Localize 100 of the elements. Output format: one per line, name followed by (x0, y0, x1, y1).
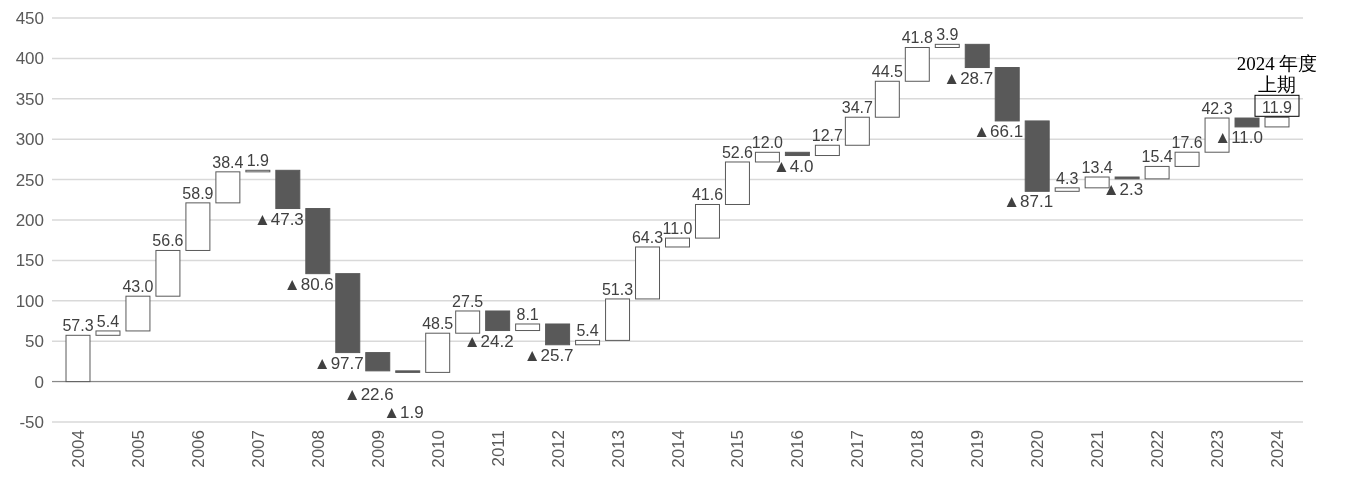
data-label: 1.9 (246, 152, 270, 170)
data-label: ▲11.0 (1214, 127, 1264, 147)
data-label: 12.0 (751, 134, 784, 152)
bar (365, 352, 391, 372)
y-tick-label: 300 (15, 130, 44, 150)
data-label: 56.6 (152, 232, 184, 250)
bar (994, 67, 1020, 122)
x-tick-label: 2004 (69, 430, 88, 468)
bar (215, 171, 241, 204)
data-label: 5.4 (576, 322, 599, 340)
x-tick-label: 2013 (608, 430, 628, 468)
bar (1054, 187, 1080, 192)
bar (784, 151, 810, 157)
data-label: ▲22.6 (343, 384, 394, 404)
bar (635, 246, 661, 300)
data-label: 3.9 (936, 26, 959, 44)
data-label: 41.6 (691, 186, 724, 204)
data-label: ▲1.9 (383, 402, 424, 422)
bar (904, 46, 930, 82)
x-tick-label: 2016 (788, 430, 808, 468)
data-label: 58.9 (182, 184, 214, 202)
bar (694, 203, 720, 239)
y-tick-label: 450 (15, 8, 44, 28)
x-tick-label: 2024 (1268, 430, 1287, 468)
bar (605, 298, 631, 341)
data-label: 15.4 (1141, 148, 1173, 166)
bar (275, 169, 301, 210)
data-label: 43.0 (122, 278, 154, 296)
y-tick-label: 50 (25, 332, 44, 352)
y-tick-label: 400 (15, 49, 44, 69)
annotation: 2024 年度上期 (1236, 53, 1318, 96)
bar (155, 249, 181, 297)
data-label: ▲25.7 (523, 345, 574, 365)
bar (874, 80, 900, 118)
bar (425, 332, 451, 373)
y-tick-label: 200 (15, 210, 44, 230)
x-tick-label: 2019 (968, 430, 988, 468)
data-label: 17.6 (1171, 134, 1203, 152)
bar (1174, 151, 1200, 167)
x-tick-label: 2015 (728, 430, 748, 468)
data-label: 4.3 (1056, 169, 1079, 187)
bar (844, 116, 870, 146)
bar (724, 161, 750, 205)
x-tick-label: 2007 (248, 430, 268, 468)
bar (814, 144, 840, 157)
bar (125, 295, 151, 332)
bar (964, 43, 990, 69)
x-tick-label: 2009 (368, 430, 388, 468)
data-label: ▲28.7 (943, 68, 994, 88)
data-label: 8.1 (516, 305, 539, 323)
data-label: ▲97.7 (313, 353, 364, 373)
data-label: ▲4.0 (772, 156, 814, 176)
bar (575, 339, 601, 346)
bar (1024, 120, 1050, 192)
y-tick-label: 350 (15, 89, 44, 109)
x-tick-label: 2020 (1028, 430, 1048, 468)
bar (515, 323, 541, 332)
bar (1264, 116, 1290, 128)
bar (934, 43, 960, 48)
y-tick-label: 100 (15, 291, 44, 311)
bar (665, 237, 690, 248)
x-tick-label: 2011 (488, 430, 508, 467)
data-label: 27.5 (452, 292, 484, 310)
x-tick-label: 2008 (308, 430, 328, 468)
data-label: 41.8 (901, 29, 933, 47)
x-tick-label: 2010 (428, 430, 448, 468)
data-label: 38.4 (212, 153, 244, 171)
data-label: 48.5 (422, 315, 454, 333)
data-label: ▲66.1 (973, 121, 1024, 141)
bar (485, 310, 511, 332)
data-label: 42.3 (1201, 100, 1233, 118)
x-tick-label: 2006 (188, 430, 208, 468)
bar (1234, 117, 1260, 128)
data-label: ▲24.2 (463, 331, 514, 351)
data-label: 11.9 (1262, 99, 1293, 117)
x-tick-label: 2018 (908, 430, 928, 468)
data-label: ▲2.3 (1102, 179, 1144, 199)
data-label: 11.0 (662, 220, 693, 238)
bar (1144, 165, 1170, 180)
bar (65, 334, 91, 383)
bar (185, 202, 211, 251)
y-tick-label: 150 (15, 251, 44, 271)
data-label: 5.4 (96, 312, 120, 330)
data-label: 12.7 (811, 127, 844, 145)
bar (455, 310, 481, 334)
bar (545, 323, 571, 346)
x-tick-label: 2023 (1208, 430, 1228, 468)
x-tick-label: 2017 (848, 430, 868, 468)
x-tick-label: 2021 (1088, 430, 1108, 468)
data-label: 52.6 (721, 143, 754, 161)
data-label: 44.5 (871, 63, 903, 81)
bar (335, 273, 361, 354)
data-label: ▲80.6 (283, 274, 334, 294)
data-label: 34.7 (841, 99, 874, 117)
bar (305, 208, 331, 275)
x-tick-label: 2012 (548, 430, 568, 468)
data-label: ▲47.3 (253, 209, 304, 229)
data-label: ▲87.1 (1003, 192, 1054, 212)
data-label: 57.3 (62, 317, 94, 335)
data-label: 51.3 (601, 280, 634, 298)
